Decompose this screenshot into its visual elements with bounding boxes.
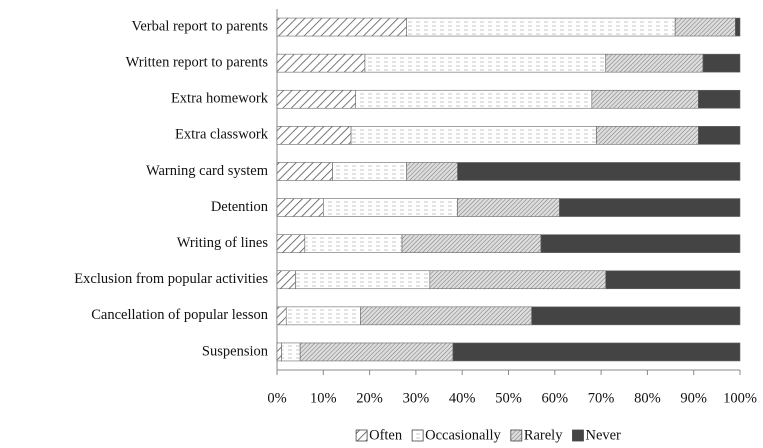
bar-segment bbox=[605, 53, 704, 73]
bar-segment bbox=[350, 126, 597, 145]
bar-segment bbox=[531, 306, 741, 326]
bar-segment bbox=[276, 270, 296, 290]
bar-segment bbox=[702, 53, 741, 73]
legend-label: Occasionally bbox=[425, 427, 501, 443]
x-tick-label: 0% bbox=[267, 390, 286, 406]
bar-segment bbox=[698, 126, 741, 145]
bar-segment bbox=[591, 89, 699, 109]
x-tick-label: 10% bbox=[310, 390, 337, 406]
bar-segment bbox=[276, 89, 357, 109]
category-label: Verbal report to parents bbox=[132, 18, 269, 34]
category-label: Writing of lines bbox=[177, 235, 269, 251]
bar-segment bbox=[276, 162, 333, 181]
category-label: Suspension bbox=[202, 343, 269, 359]
category-label: Extra homework bbox=[171, 91, 269, 107]
category-label: Detention bbox=[211, 199, 269, 215]
bar-segment bbox=[276, 342, 282, 362]
bar-segment bbox=[332, 162, 407, 181]
bar-segment bbox=[452, 342, 741, 362]
category-label: Extra classwork bbox=[175, 127, 269, 143]
bar-segment bbox=[429, 270, 607, 290]
bar-segment bbox=[276, 198, 324, 217]
bar-segment bbox=[295, 270, 431, 290]
x-tick-label: 90% bbox=[680, 390, 707, 406]
bar-segment bbox=[304, 234, 403, 253]
x-tick-label: 70% bbox=[588, 390, 615, 406]
bar-segment bbox=[401, 234, 542, 253]
x-tick-label: 80% bbox=[634, 390, 661, 406]
category-label: Written report to parents bbox=[126, 54, 269, 70]
bar-segment bbox=[596, 126, 699, 145]
bar-segment bbox=[559, 198, 741, 217]
bar-segment bbox=[457, 162, 741, 181]
legend-label: Rarely bbox=[524, 427, 563, 443]
x-tick-label: 50% bbox=[495, 390, 522, 406]
category-label: Exclusion from popular activities bbox=[74, 271, 268, 287]
bar-segment bbox=[276, 17, 407, 37]
bar-segment bbox=[276, 234, 306, 253]
x-tick-label: 20% bbox=[356, 390, 383, 406]
bar-segment bbox=[276, 126, 352, 145]
bar-segment bbox=[540, 234, 741, 253]
bar-segment bbox=[322, 198, 458, 217]
bar-segment bbox=[698, 89, 741, 109]
bar-segment bbox=[355, 89, 593, 109]
bar-segment bbox=[406, 17, 676, 37]
category-label: Cancellation of popular lesson bbox=[91, 307, 269, 323]
bar-segment bbox=[605, 270, 741, 290]
bar-segment bbox=[364, 53, 607, 73]
legend-label: Never bbox=[585, 427, 621, 443]
category-label: Warning card system bbox=[146, 163, 269, 179]
bar-segment bbox=[276, 306, 287, 326]
legend-swatch bbox=[355, 429, 368, 442]
legend-label: Often bbox=[369, 427, 403, 443]
bar-segment bbox=[276, 53, 366, 73]
x-tick-label: 30% bbox=[403, 390, 430, 406]
bar-segment bbox=[285, 306, 361, 326]
bar-segment bbox=[360, 306, 532, 326]
x-tick-label: 60% bbox=[542, 390, 569, 406]
bar-segment bbox=[406, 162, 458, 181]
bar-segment bbox=[281, 342, 301, 362]
bar-segment bbox=[457, 198, 560, 217]
legend-swatch bbox=[411, 429, 424, 442]
legend-swatch bbox=[572, 429, 584, 442]
bar-segment bbox=[674, 17, 736, 37]
bar-segment bbox=[735, 17, 741, 37]
legend-swatch bbox=[510, 429, 523, 442]
x-tick-label: 40% bbox=[449, 390, 476, 406]
x-tick-label: 100% bbox=[723, 390, 757, 406]
bar-segment bbox=[299, 342, 454, 362]
